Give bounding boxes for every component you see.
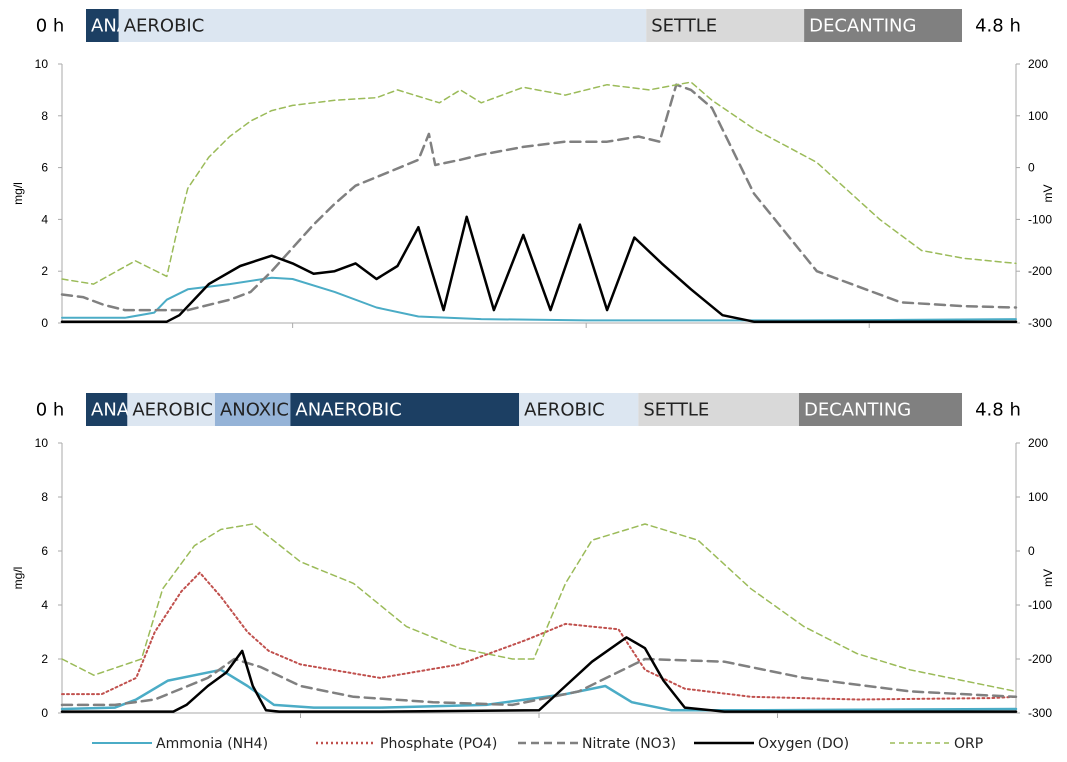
y2-axis-title: mV — [1041, 185, 1055, 203]
y2-tick-label: -100 — [1028, 212, 1052, 226]
legend-label: Phosphate (PO4) — [380, 736, 497, 752]
y-tick-label: 4 — [41, 212, 48, 226]
phase-start-label: 0 h — [36, 400, 65, 421]
y2-axis-title: mV — [1041, 569, 1055, 587]
y-tick-label: 2 — [41, 264, 48, 278]
y-tick-label: 4 — [41, 598, 48, 612]
legend-label: Oxygen (DO) — [758, 736, 849, 752]
y2-tick-label: -200 — [1028, 652, 1052, 666]
legend-item: Oxygen (DO) — [694, 736, 849, 752]
phase-segment — [519, 393, 639, 426]
y-axis-title: mg/l — [11, 182, 25, 205]
series-line-oxygen-do — [60, 636, 1018, 713]
phase-label: DECANTING — [809, 16, 916, 37]
series-line-nitrate-no3 — [60, 657, 1018, 707]
y-tick-label: 0 — [41, 706, 48, 720]
y-tick-label: 6 — [41, 161, 48, 175]
y-tick-label: 8 — [41, 109, 48, 123]
phase-label: AEROBIC — [524, 400, 605, 421]
phase-segment — [214, 393, 291, 426]
y2-tick-label: 0 — [1028, 161, 1035, 175]
phase-label: AEROBIC — [132, 400, 213, 421]
legend-item: Ammonia (NH4) — [92, 736, 268, 752]
phase-end-label: 4.8 h — [975, 16, 1021, 37]
y-tick-label: 6 — [41, 544, 48, 558]
y2-tick-label: 200 — [1028, 436, 1048, 450]
phase-segment — [118, 9, 647, 42]
series-line-ammonia-nh4 — [61, 276, 1017, 322]
legend-item: Nitrate (NO3) — [518, 736, 676, 752]
legend-item: ORP — [890, 736, 983, 752]
phase-segment — [804, 9, 962, 42]
series-line-orp — [61, 523, 1017, 693]
series-line-nitrate-no3 — [60, 83, 1018, 312]
phase-label: ANOXIC — [220, 400, 289, 421]
series-line-ammonia-nh4 — [60, 668, 1018, 712]
series-line-phosphate-po4 — [61, 571, 1017, 701]
axes: 0 2 4 6 8 10 -300 -200 -100 0 100 200 mg/l mV — [11, 57, 1055, 330]
y2-tick-label: -200 — [1028, 264, 1052, 278]
y2-tick-label: 100 — [1028, 109, 1048, 123]
y2-tick-label: -100 — [1028, 598, 1052, 612]
y2-tick-label: 0 — [1028, 544, 1035, 558]
phase-segment — [638, 393, 799, 426]
phase-end-label: 4.8 h — [975, 400, 1021, 421]
legend-item: Phosphate (PO4) — [316, 736, 497, 752]
legend-label: Ammonia (NH4) — [156, 736, 268, 752]
phase-label: ANAEROBIC — [295, 400, 401, 421]
series-group — [60, 81, 1018, 323]
y2-tick-label: 100 — [1028, 490, 1048, 504]
series-line-orp — [61, 81, 1017, 285]
phase-segment — [86, 9, 119, 42]
y-tick-label: 10 — [35, 57, 49, 71]
y-tick-label: 8 — [41, 490, 48, 504]
y-axis-title: mg/l — [11, 567, 25, 590]
y2-tick-label: 200 — [1028, 57, 1048, 71]
phase-segment — [290, 393, 520, 426]
phase-segment — [86, 393, 128, 426]
phase-segment — [798, 393, 962, 426]
phase-segment — [646, 9, 805, 42]
y-tick-label: 10 — [35, 436, 49, 450]
y-tick-label: 2 — [41, 652, 48, 666]
series-group — [60, 523, 1018, 713]
y2-tick-label: -300 — [1028, 316, 1052, 330]
phase-label: SETTLE — [651, 16, 717, 37]
legend: Ammonia (NH4) Phosphate (PO4) Nitrate (NO3… — [92, 736, 983, 752]
y-tick-label: 0 — [41, 316, 48, 330]
phase-segment — [127, 393, 215, 426]
series-line-oxygen-do — [60, 215, 1018, 323]
phase-label: DECANTING — [804, 400, 911, 421]
y2-tick-label: -300 — [1028, 706, 1052, 720]
phase-start-label: 0 h — [36, 16, 65, 37]
legend-label: Nitrate (NO3) — [582, 736, 676, 752]
phase-label: SETTLE — [643, 400, 709, 421]
phase-label: AEROBIC — [124, 16, 205, 37]
legend-label: ORP — [954, 736, 983, 752]
axes: 0 2 4 6 8 10 -300 -200 -100 0 100 200 mg/l mV — [11, 436, 1055, 720]
